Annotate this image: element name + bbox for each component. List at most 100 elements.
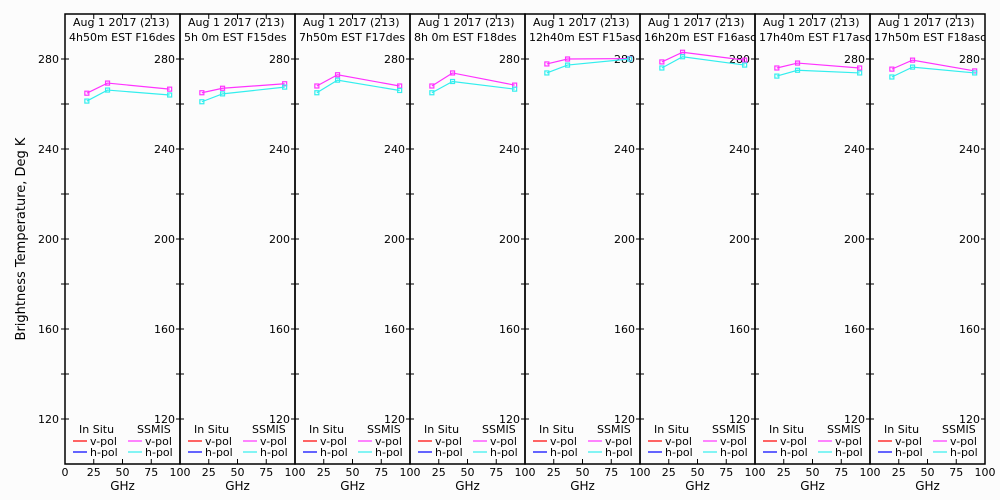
legend-ssmis-header: SSMIS [252, 423, 286, 436]
x-axis-label: GHz [915, 479, 940, 493]
panel-title-time: 16h20m EST F16asc [644, 31, 756, 44]
data-point [679, 54, 686, 60]
y-tick-label: 160 [959, 323, 980, 336]
series-line [431, 72, 515, 87]
legend-insitu-label: v-pol [435, 435, 462, 448]
legend-ssmis-label: h-pol [950, 446, 978, 459]
legend-insitu-label: h-pol [320, 446, 348, 459]
y-tick-label: 120 [959, 413, 980, 426]
y-tick-label: 200 [614, 233, 635, 246]
y-tick-label: 280 [154, 53, 175, 66]
y-tick-label: 120 [154, 413, 175, 426]
x-axis-label: GHz [800, 479, 825, 493]
legend-insitu-label: h-pol [205, 446, 233, 459]
data-point [909, 57, 916, 63]
legend-ssmis-label: h-pol [145, 446, 173, 459]
x-axis-label: GHz [110, 479, 135, 493]
data-point [429, 83, 435, 89]
data-point [659, 59, 665, 65]
series-line [776, 62, 860, 69]
y-tick-label: 240 [269, 143, 290, 156]
legend-ssmis-header: SSMIS [367, 423, 401, 436]
data-point [397, 87, 403, 94]
y-tick-label-outer: 120 [38, 413, 59, 426]
x-tick-label: 25 [202, 466, 216, 479]
y-tick-label: 160 [269, 323, 290, 336]
legend-insitu-label: h-pol [780, 446, 808, 459]
legend-insitu-header: In Situ [424, 423, 459, 436]
panel-title-date: Aug 1 2017 (213) [73, 16, 170, 29]
x-axis-label: GHz [455, 479, 480, 493]
data-point [84, 90, 90, 96]
x-tick-label: 100 [975, 466, 996, 479]
data-point [449, 78, 456, 85]
x-axis-label: GHz [570, 479, 595, 493]
x-tick-label: 50 [346, 466, 360, 479]
x-tick-label: 25 [892, 466, 906, 479]
data-point [282, 81, 288, 87]
legend-insitu-label: v-pol [205, 435, 232, 448]
data-point [219, 85, 226, 91]
data-point [84, 98, 90, 104]
data-point [889, 66, 895, 72]
legend-insitu-label: h-pol [435, 446, 463, 459]
x-tick-label: 50 [921, 466, 935, 479]
panel-title-time: 4h50m EST F16des [69, 31, 175, 44]
x-tick-label: 100 [630, 466, 651, 479]
data-point [794, 60, 801, 66]
legend-insitu-header: In Situ [79, 423, 114, 436]
y-tick-label: 200 [844, 233, 865, 246]
series-line [316, 79, 400, 94]
x-tick-label: 25 [432, 466, 446, 479]
x-axis-label: GHz [340, 479, 365, 493]
legend-ssmis-label: h-pol [835, 446, 863, 459]
x-tick-label: 25 [87, 466, 101, 479]
data-point [104, 80, 111, 86]
y-tick-label: 160 [154, 323, 175, 336]
legend-insitu-label: v-pol [895, 435, 922, 448]
x-tick-label: 75 [374, 466, 388, 479]
data-point [429, 90, 435, 96]
y-tick-label: 120 [269, 413, 290, 426]
legend-ssmis-label: h-pol [490, 446, 518, 459]
y-tick-label: 240 [844, 143, 865, 156]
legend-ssmis-header: SSMIS [137, 423, 171, 436]
series-line [201, 83, 285, 94]
x-tick-label: 25 [547, 466, 561, 479]
x-tick-label: 50 [806, 466, 820, 479]
series-line [201, 86, 285, 103]
legend-insitu-label: v-pol [665, 435, 692, 448]
y-tick-label: 200 [154, 233, 175, 246]
data-point [544, 61, 550, 67]
panel-3: 120 160 200 240 280 25 50 75 100 GHz Aug 1 2017 (2… [291, 13, 421, 493]
x-tick-label: 75 [489, 466, 503, 479]
legend-insitu-header: In Situ [309, 423, 344, 436]
legend-insitu-header: In Situ [884, 423, 919, 436]
series-line [546, 58, 630, 74]
data-point [199, 99, 205, 105]
y-tick-label: 120 [729, 413, 750, 426]
legend-insitu-label: v-pol [90, 435, 117, 448]
x-tick-label: 75 [834, 466, 848, 479]
data-point [659, 65, 665, 71]
y-tick-label: 160 [384, 323, 405, 336]
y-tick-label: 240 [614, 143, 635, 156]
legend-insitu-label: v-pol [320, 435, 347, 448]
panel-7: 120 160 200 240 280 25 50 75 100 GHz Aug 1 2017 (2… [751, 13, 881, 493]
data-point [314, 83, 320, 89]
y-tick-label: 160 [729, 323, 750, 336]
x-axis-label: GHz [225, 479, 250, 493]
series-line [776, 69, 860, 77]
series-line [661, 56, 745, 69]
series-line [86, 82, 170, 94]
x-tick-label: 25 [777, 466, 791, 479]
data-point [857, 70, 863, 76]
data-point [219, 91, 226, 97]
x-tick-label: 50 [691, 466, 705, 479]
panel-2: 120 160 200 240 280 25 50 75 100 GHz Aug 1 2017 (2… [176, 13, 306, 493]
legend-insitu-label: v-pol [780, 435, 807, 448]
legend-ssmis-label: v-pol [835, 435, 862, 448]
legend-insitu-header: In Situ [769, 423, 804, 436]
data-point [104, 87, 111, 93]
